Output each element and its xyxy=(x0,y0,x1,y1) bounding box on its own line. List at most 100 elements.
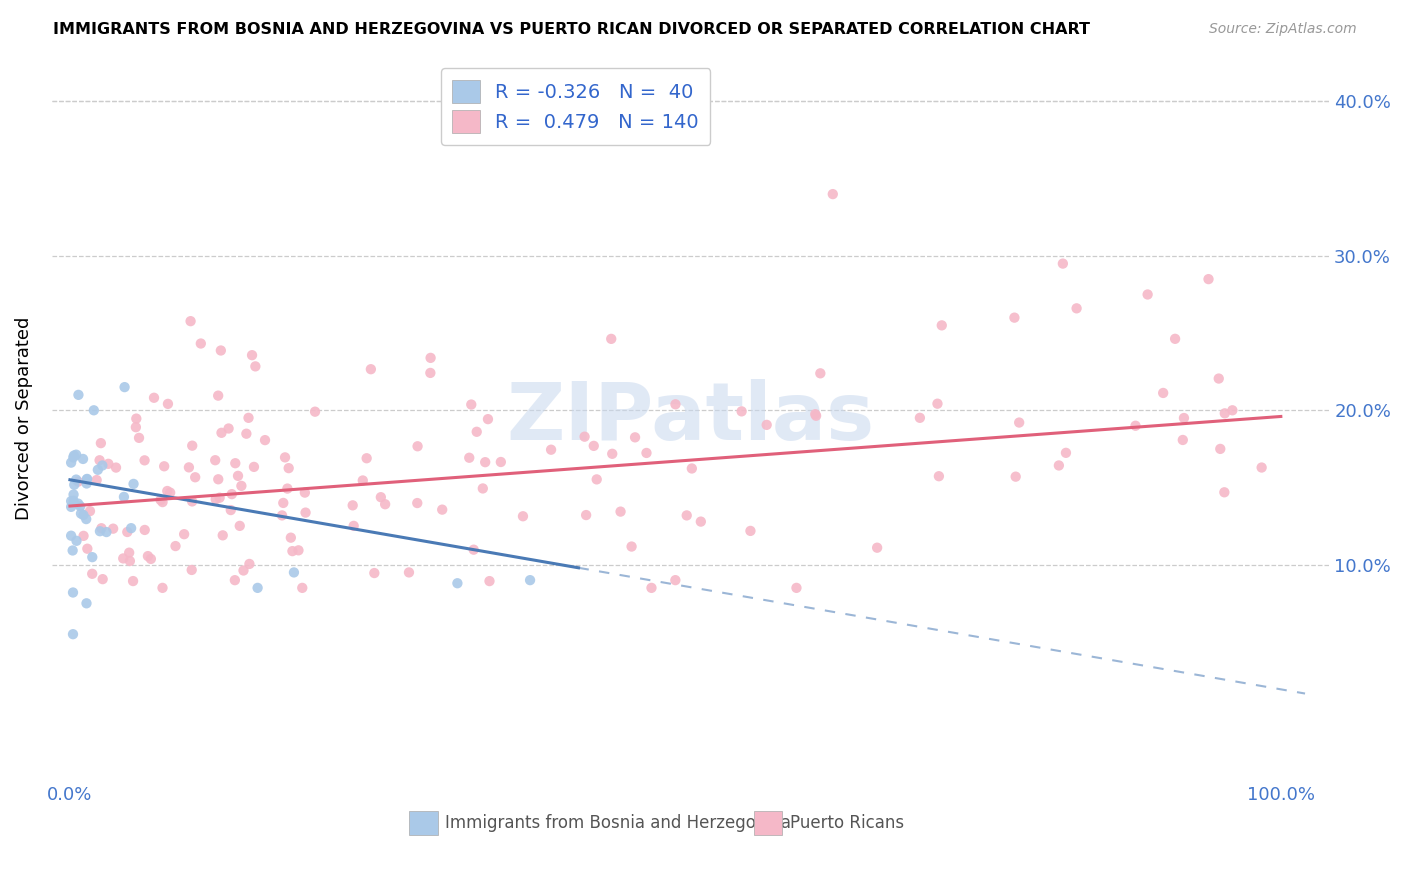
Text: Immigrants from Bosnia and Herzegovina: Immigrants from Bosnia and Herzegovina xyxy=(446,814,792,832)
Point xyxy=(82,566,104,581)
Point xyxy=(1004,469,1026,483)
Point xyxy=(91,572,114,586)
Point xyxy=(67,497,90,511)
Point xyxy=(1209,442,1232,456)
Point xyxy=(219,503,242,517)
Point xyxy=(664,397,686,411)
Point xyxy=(89,453,111,467)
Point xyxy=(134,453,156,467)
Point xyxy=(122,476,145,491)
Point xyxy=(65,473,87,487)
Point xyxy=(224,456,246,470)
Point xyxy=(406,496,429,510)
Point xyxy=(117,524,139,539)
Point xyxy=(208,491,231,505)
Point xyxy=(231,479,253,493)
Point xyxy=(243,459,266,474)
Point xyxy=(72,508,94,522)
Point xyxy=(207,472,229,486)
Point xyxy=(67,388,90,402)
Point xyxy=(664,573,686,587)
Point xyxy=(1008,416,1031,430)
Point xyxy=(276,482,298,496)
Point xyxy=(477,412,499,426)
Point xyxy=(101,522,124,536)
Point xyxy=(62,627,84,641)
Point xyxy=(636,446,658,460)
Point xyxy=(374,497,396,511)
Point xyxy=(128,431,150,445)
Point xyxy=(460,398,482,412)
Point xyxy=(238,557,260,571)
Point xyxy=(1125,418,1147,433)
Point xyxy=(585,472,607,486)
Point xyxy=(114,380,136,394)
Point xyxy=(180,314,202,328)
Point xyxy=(229,519,252,533)
Point xyxy=(271,508,294,523)
Point xyxy=(211,528,233,542)
Point xyxy=(277,461,299,475)
Point xyxy=(72,529,94,543)
Point xyxy=(931,318,953,333)
Point xyxy=(675,508,697,523)
Point xyxy=(1173,411,1195,425)
Point xyxy=(218,421,240,435)
Point xyxy=(245,359,267,374)
Y-axis label: Divorced or Separated: Divorced or Separated xyxy=(15,317,32,520)
Point xyxy=(804,409,827,423)
Point xyxy=(1208,371,1230,385)
Point xyxy=(60,529,83,543)
Point xyxy=(134,523,156,537)
Point xyxy=(240,348,263,362)
Point xyxy=(740,524,762,538)
Point xyxy=(76,472,98,486)
Point xyxy=(624,430,647,444)
Point xyxy=(575,508,598,522)
Text: IMMIGRANTS FROM BOSNIA AND HERZEGOVINA VS PUERTO RICAN DIVORCED OR SEPARATED COR: IMMIGRANTS FROM BOSNIA AND HERZEGOVINA V… xyxy=(53,22,1091,37)
Point xyxy=(221,487,243,501)
Point xyxy=(398,566,420,580)
Point xyxy=(1002,310,1025,325)
Point xyxy=(274,450,297,465)
Point xyxy=(360,362,382,376)
Point xyxy=(184,470,207,484)
Point xyxy=(112,551,135,566)
Point xyxy=(90,436,112,450)
Point xyxy=(419,366,441,380)
Point xyxy=(1171,433,1194,447)
Point xyxy=(89,524,111,539)
Point xyxy=(76,541,98,556)
Point xyxy=(67,475,90,489)
Point xyxy=(156,483,179,498)
Point xyxy=(149,493,172,508)
Point xyxy=(689,515,711,529)
FancyBboxPatch shape xyxy=(409,811,437,835)
Point xyxy=(1152,386,1174,401)
Point xyxy=(90,521,112,535)
Point xyxy=(60,456,83,470)
Point xyxy=(304,405,326,419)
Point xyxy=(139,552,162,566)
Point xyxy=(1213,485,1236,500)
Point xyxy=(62,585,84,599)
Point xyxy=(180,563,202,577)
FancyBboxPatch shape xyxy=(755,811,783,835)
Point xyxy=(125,420,148,434)
Point xyxy=(370,490,392,504)
Point xyxy=(156,397,179,411)
Point xyxy=(785,581,807,595)
Point xyxy=(1222,403,1244,417)
Point xyxy=(60,500,83,514)
Point xyxy=(65,448,87,462)
Point xyxy=(600,332,623,346)
Point xyxy=(173,527,195,541)
Point xyxy=(159,485,181,500)
Point xyxy=(232,564,254,578)
Point xyxy=(866,541,889,555)
Text: ZIPatlas: ZIPatlas xyxy=(506,379,875,457)
Point xyxy=(91,458,114,473)
Point xyxy=(1066,301,1088,316)
Point xyxy=(540,442,562,457)
Point xyxy=(190,336,212,351)
